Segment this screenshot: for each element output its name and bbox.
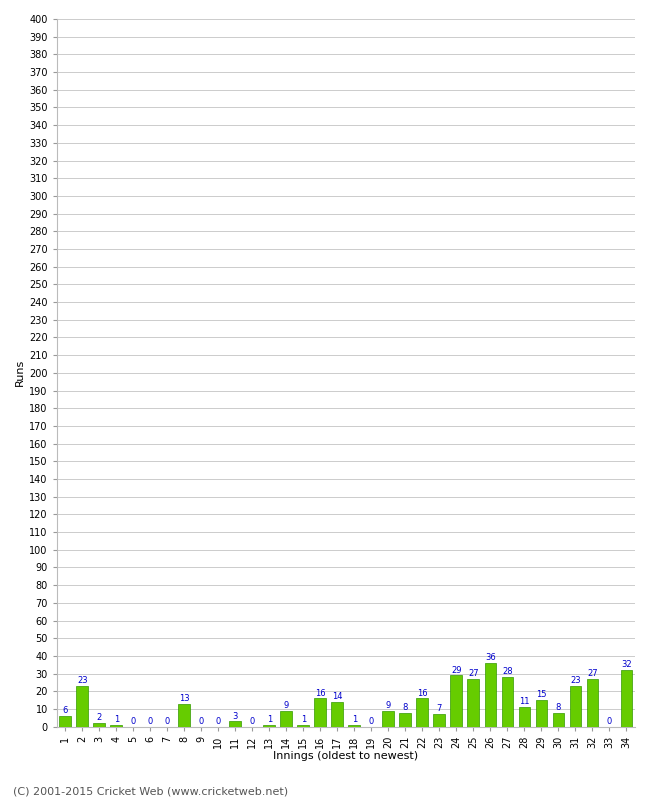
Bar (111, 725, 122, 726)
Bar (467, 679, 480, 726)
Text: 16: 16 (315, 689, 326, 698)
Bar (178, 704, 190, 726)
Text: 8: 8 (403, 702, 408, 712)
Text: 1: 1 (352, 715, 357, 724)
Y-axis label: Runs: Runs (15, 359, 25, 386)
Bar (280, 710, 292, 726)
Text: 7: 7 (437, 705, 442, 714)
Bar (229, 722, 241, 726)
Text: 36: 36 (485, 653, 496, 662)
Text: 8: 8 (556, 702, 561, 712)
Text: 0: 0 (148, 717, 153, 726)
Text: 0: 0 (131, 717, 136, 726)
Bar (519, 707, 530, 726)
Text: 1: 1 (266, 715, 272, 724)
Text: 16: 16 (417, 689, 428, 698)
Bar (77, 686, 88, 726)
Text: 6: 6 (62, 706, 68, 715)
Text: 2: 2 (97, 714, 102, 722)
Text: 32: 32 (621, 660, 632, 669)
Text: 11: 11 (519, 698, 530, 706)
Text: 23: 23 (77, 676, 88, 685)
Bar (569, 686, 582, 726)
Text: 15: 15 (536, 690, 547, 699)
Text: 28: 28 (502, 667, 513, 676)
Text: 0: 0 (216, 717, 221, 726)
Bar (450, 675, 462, 726)
Text: 27: 27 (587, 669, 598, 678)
Bar (348, 725, 360, 726)
Bar (263, 725, 276, 726)
Text: 1: 1 (114, 715, 119, 724)
Bar (434, 714, 445, 726)
Text: 14: 14 (332, 692, 343, 701)
Bar (382, 710, 395, 726)
Bar (536, 700, 547, 726)
Bar (621, 670, 632, 726)
Bar (417, 698, 428, 726)
Text: 1: 1 (301, 715, 306, 724)
Text: 0: 0 (369, 717, 374, 726)
Text: 3: 3 (233, 711, 238, 721)
Bar (298, 725, 309, 726)
Text: 0: 0 (250, 717, 255, 726)
Text: 9: 9 (386, 701, 391, 710)
Bar (400, 713, 411, 726)
Bar (586, 679, 599, 726)
X-axis label: Innings (oldest to newest): Innings (oldest to newest) (274, 751, 419, 761)
Text: 0: 0 (164, 717, 170, 726)
Bar (59, 716, 72, 726)
Text: 0: 0 (199, 717, 204, 726)
Text: 29: 29 (451, 666, 462, 674)
Bar (332, 702, 343, 726)
Bar (315, 698, 326, 726)
Text: 0: 0 (607, 717, 612, 726)
Bar (484, 663, 497, 726)
Text: 13: 13 (179, 694, 190, 703)
Bar (502, 677, 514, 726)
Text: 27: 27 (468, 669, 479, 678)
Text: 9: 9 (284, 701, 289, 710)
Bar (552, 713, 564, 726)
Text: 23: 23 (570, 676, 581, 685)
Bar (94, 723, 105, 726)
Text: (C) 2001-2015 Cricket Web (www.cricketweb.net): (C) 2001-2015 Cricket Web (www.cricketwe… (13, 786, 288, 796)
